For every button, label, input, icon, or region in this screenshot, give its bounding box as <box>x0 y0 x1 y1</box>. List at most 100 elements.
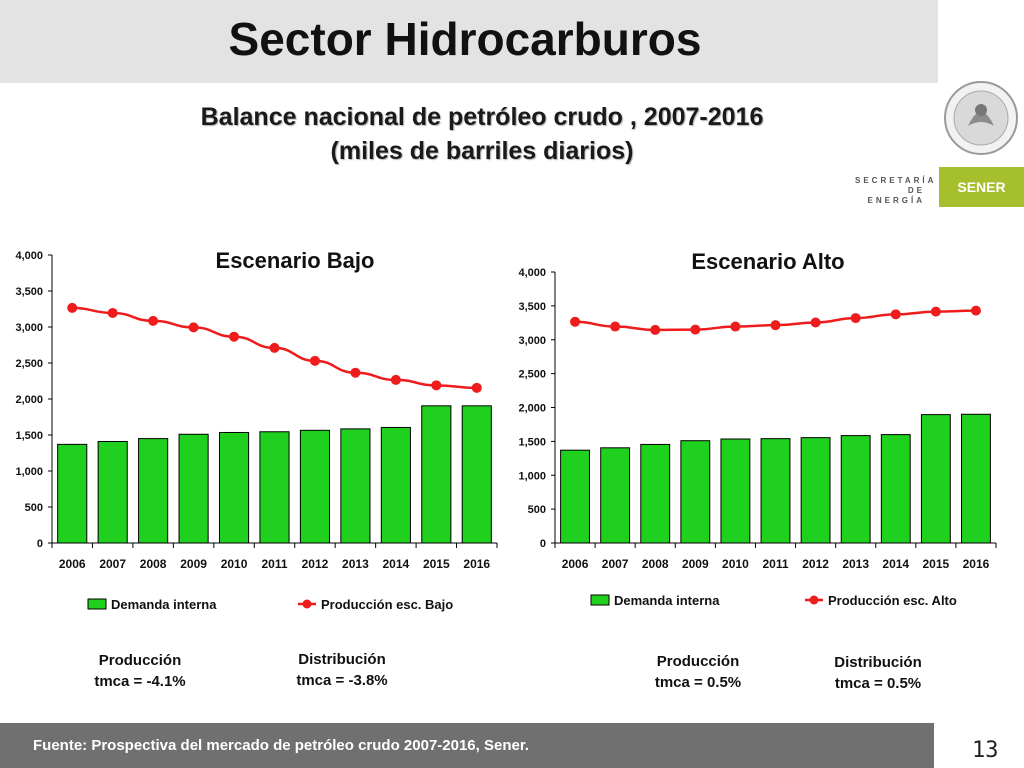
secretaria-de-energia-text: SECRETARÍA DE ENERGÍA <box>855 176 937 206</box>
point-produccion <box>610 321 621 332</box>
x-tick-label: 2012 <box>802 557 829 571</box>
x-tick-label: 2009 <box>180 557 207 571</box>
bar-demanda-interna <box>138 438 169 544</box>
bar-demanda-interna <box>760 438 791 544</box>
bar-demanda-interna <box>461 405 492 544</box>
bar-demanda-interna <box>178 433 209 544</box>
y-tick-label: 500 <box>25 502 43 514</box>
legend-label-produccion: Producción esc. Alto <box>828 593 957 608</box>
y-tick-label: 2,500 <box>518 369 546 381</box>
point-produccion <box>970 305 981 316</box>
note-bajo-distribucion: Distribución tmca = -3.8% <box>262 649 422 691</box>
x-tick-label: 2013 <box>842 557 869 571</box>
secretaria-line-1: SECRETARÍA <box>855 176 937 185</box>
note-label: Producción <box>656 653 740 670</box>
point-produccion <box>148 315 159 326</box>
point-produccion <box>188 322 199 333</box>
note-value: tmca = 0.5% <box>834 675 922 692</box>
y-tick-label: 1,000 <box>15 466 43 478</box>
legend-marker-produccion <box>302 599 312 609</box>
legend-swatch-demanda <box>590 594 610 606</box>
note-label: Distribución <box>298 651 386 668</box>
bar-demanda-interna <box>57 443 88 544</box>
point-produccion <box>269 342 280 353</box>
bar-demanda-interna <box>218 431 250 544</box>
point-produccion <box>850 313 861 324</box>
y-tick-label: 2,000 <box>518 403 546 415</box>
point-produccion <box>690 324 701 335</box>
point-produccion <box>390 374 401 385</box>
bar-demanda-interna <box>880 434 911 544</box>
note-value: tmca = 0.5% <box>654 674 742 691</box>
y-tick-label: 1,500 <box>518 436 546 448</box>
bar-demanda-interna <box>421 405 452 544</box>
note-label: Distribución <box>834 654 922 671</box>
mexico-seal-icon <box>938 0 1024 165</box>
x-tick-label: 2013 <box>342 557 369 571</box>
bar-demanda-interna <box>600 447 631 544</box>
y-tick-label: 0 <box>540 538 546 550</box>
page-title: Sector Hidrocarburos <box>228 13 702 65</box>
point-produccion <box>229 331 240 342</box>
source-note: Fuente: Prospectiva del mercado de petró… <box>33 737 530 754</box>
bar-demanda-interna <box>259 431 290 544</box>
point-produccion <box>350 367 361 378</box>
note-value: tmca = -4.1% <box>94 673 186 690</box>
legend-swatch-demanda <box>87 598 107 610</box>
x-tick-label: 2006 <box>59 557 86 571</box>
bar-demanda-interna <box>97 440 128 544</box>
x-tick-label: 2015 <box>423 557 450 571</box>
title-bar <box>0 0 938 83</box>
y-tick-label: 4,000 <box>518 267 546 279</box>
note-label: Producción <box>98 652 182 669</box>
bar-demanda-interna <box>961 413 991 544</box>
note-alto-produccion: Producción tmca = 0.5% <box>618 651 778 693</box>
y-tick-label: 3,500 <box>15 286 43 298</box>
y-tick-label: 2,000 <box>15 394 43 406</box>
point-produccion <box>471 382 482 393</box>
chart-title: Escenario Alto <box>691 249 844 274</box>
y-tick-label: 3,500 <box>518 301 546 313</box>
x-tick-label: 2011 <box>261 557 287 571</box>
x-tick-label: 2006 <box>562 557 589 571</box>
x-tick-label: 2014 <box>383 557 410 571</box>
note-bajo-produccion: Producción tmca = -4.1% <box>60 650 220 692</box>
chart-title: Escenario Bajo <box>216 248 375 273</box>
point-produccion <box>730 321 741 332</box>
footer-bar <box>0 723 934 768</box>
x-tick-label: 2012 <box>302 557 329 571</box>
sener-logo: SENER <box>939 167 1024 207</box>
point-produccion <box>770 320 781 331</box>
bar-demanda-interna <box>340 428 371 544</box>
bar-demanda-interna <box>380 426 411 544</box>
legend-label-produccion: Producción esc. Bajo <box>321 597 453 612</box>
y-tick-label: 0 <box>37 538 43 550</box>
point-produccion <box>67 302 78 313</box>
x-tick-label: 2016 <box>463 557 490 571</box>
note-value: tmca = -3.8% <box>296 672 388 689</box>
bar-demanda-interna <box>299 429 331 544</box>
bar-demanda-interna <box>840 435 871 544</box>
y-tick-label: 3,000 <box>518 335 546 347</box>
chart-escenario-bajo: Escenario Bajo 0 500 1,000 1,500 2,000 2,500 3,… <box>15 248 498 612</box>
point-produccion <box>570 316 581 327</box>
x-tick-label: 2016 <box>963 557 990 571</box>
logo-area <box>938 0 1024 210</box>
x-tick-label: 2015 <box>923 557 950 571</box>
point-produccion <box>431 380 442 391</box>
x-tick-label: 2011 <box>762 557 788 571</box>
chart-escenario-alto: Escenario Alto 0 500 1,000 1,500 2,000 2,500 3,… <box>518 249 997 608</box>
point-produccion <box>650 324 661 335</box>
x-tick-label: 2009 <box>682 557 709 571</box>
x-tick-label: 2008 <box>140 557 167 571</box>
y-tick-label: 2,500 <box>15 358 43 370</box>
bar-demanda-interna <box>720 438 751 544</box>
x-tick-label: 2010 <box>722 557 749 571</box>
y-tick-label: 1,500 <box>15 430 43 442</box>
bar-demanda-interna <box>560 449 590 544</box>
secretaria-line-2: DE ENERGÍA <box>867 186 925 205</box>
chart-subtitle: Balance nacional de petróleo crudo , 200… <box>0 100 964 168</box>
bar-demanda-interna <box>680 440 711 544</box>
bar-demanda-interna <box>920 414 951 544</box>
point-produccion <box>309 355 320 366</box>
